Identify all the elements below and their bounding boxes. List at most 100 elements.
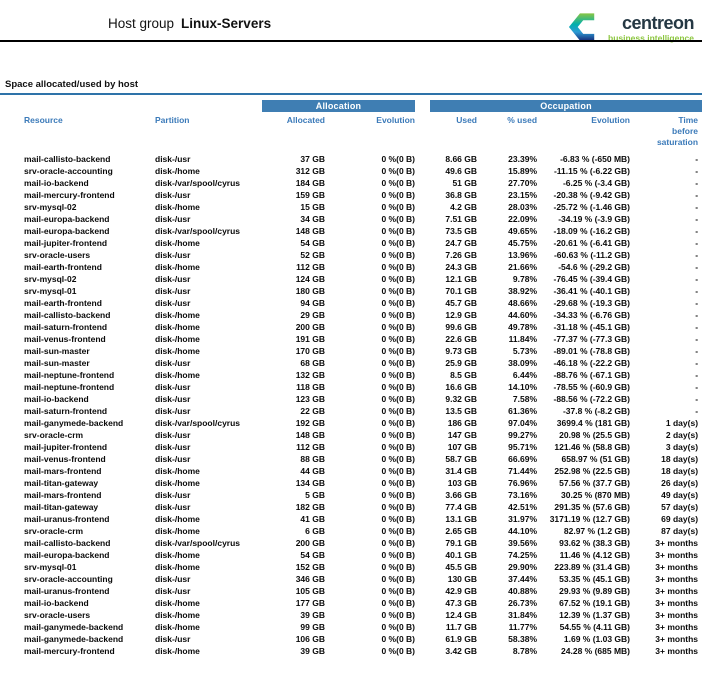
cell-occupation-evolution: -78.55 % (-60.9 GB) — [553, 382, 631, 392]
cell-allocation-evolution: 0 %(0 B) — [381, 334, 416, 344]
cell-used: 3.66 GB — [445, 490, 478, 500]
cell-resource: mail-earth-frontend — [24, 262, 102, 272]
cell-allocated: 184 GB — [295, 178, 325, 188]
cell-time-before-saturation: 3+ months — [655, 562, 699, 572]
table-row: srv-oracle-crm disk-/home 6 GB 0 %(0 B) … — [0, 525, 702, 537]
cell-used: 40.1 GB — [445, 550, 478, 560]
cell-pct-used: 76.96% — [508, 478, 538, 488]
cell-occupation-evolution: 223.89 % (31.4 GB) — [554, 562, 631, 572]
cell-allocation-evolution: 0 %(0 B) — [381, 526, 416, 536]
cell-resource: mail-europa-backend — [24, 226, 110, 236]
cell-occupation-evolution: 3699.4 % (181 GB) — [556, 418, 631, 428]
cell-used: 61.9 GB — [445, 634, 478, 644]
cell-resource: srv-mysql-02 — [24, 202, 77, 212]
cell-occupation-evolution: 29.93 % (9.89 GB) — [559, 586, 631, 596]
cell-pct-used: 7.58% — [512, 394, 538, 404]
cell-allocated: 39 GB — [300, 646, 325, 656]
cell-partition: disk-/home — [155, 202, 200, 212]
cell-allocated: 105 GB — [295, 586, 325, 596]
table-row: mail-sun-master disk-/home 170 GB 0 %(0 … — [0, 345, 702, 357]
cell-time-before-saturation: 18 day(s) — [661, 454, 699, 464]
cell-occupation-evolution: -20.61 % (-6.41 GB) — [553, 238, 631, 248]
cell-resource: mail-ganymede-backend — [24, 634, 124, 644]
cell-allocation-evolution: 0 %(0 B) — [381, 346, 416, 356]
cell-partition: disk-/usr — [155, 502, 191, 512]
cell-pct-used: 26.73% — [508, 598, 538, 608]
cell-allocated: 54 GB — [300, 550, 325, 560]
table-row: mail-ganymede-backend disk-/var/spool/cy… — [0, 417, 702, 429]
cell-allocation-evolution: 0 %(0 B) — [381, 610, 416, 620]
cell-partition: disk-/home — [155, 622, 200, 632]
cell-partition: disk-/var/spool/cyrus — [155, 418, 241, 428]
col-header-allocation-evolution: Evolution — [376, 115, 416, 125]
cell-occupation-evolution: -46.18 % (-22.2 GB) — [553, 358, 631, 368]
cell-used: 12.9 GB — [445, 310, 478, 320]
cell-used: 25.9 GB — [445, 358, 478, 368]
cell-partition: disk-/usr — [155, 430, 191, 440]
cell-occupation-evolution: -76.45 % (-39.4 GB) — [553, 274, 631, 284]
cell-time-before-saturation: - — [695, 346, 699, 356]
cell-resource: srv-oracle-accounting — [24, 166, 113, 176]
cell-resource: srv-oracle-users — [24, 250, 91, 260]
cell-pct-used: 9.78% — [512, 274, 538, 284]
cell-time-before-saturation: - — [695, 202, 699, 212]
cell-resource: mail-jupiter-frontend — [24, 238, 108, 248]
cell-allocation-evolution: 0 %(0 B) — [381, 262, 416, 272]
cell-resource: mail-neptune-frontend — [24, 370, 115, 380]
cell-allocation-evolution: 0 %(0 B) — [381, 274, 416, 284]
cell-pct-used: 31.84% — [508, 610, 538, 620]
cell-occupation-evolution: -34.33 % (-6.76 GB) — [553, 310, 631, 320]
centreon-logo: centreon business intelligence — [567, 11, 695, 46]
cell-resource: mail-jupiter-frontend — [24, 442, 108, 452]
cell-time-before-saturation: - — [695, 190, 699, 200]
cell-used: 79.1 GB — [445, 538, 478, 548]
cell-time-before-saturation: - — [695, 382, 699, 392]
cell-resource: mail-earth-frontend — [24, 298, 102, 308]
table-row: mail-mars-frontend disk-/home 44 GB 0 %(… — [0, 465, 702, 477]
cell-occupation-evolution: 53.35 % (45.1 GB) — [559, 574, 631, 584]
cell-time-before-saturation: 3+ months — [655, 610, 699, 620]
table-row: srv-oracle-users disk-/usr 52 GB 0 %(0 B… — [0, 249, 702, 261]
cell-time-before-saturation: 3+ months — [655, 634, 699, 644]
allocation-group-header: Allocation — [262, 100, 416, 112]
centreon-c-icon — [568, 13, 595, 41]
cell-occupation-evolution: 67.52 % (19.1 GB) — [559, 598, 631, 608]
cell-partition: disk-/var/spool/cyrus — [155, 538, 241, 548]
cell-used: 49.6 GB — [445, 166, 478, 176]
cell-resource: srv-mysql-01 — [24, 562, 77, 572]
cell-allocation-evolution: 0 %(0 B) — [381, 238, 416, 248]
cell-allocation-evolution: 0 %(0 B) — [381, 562, 416, 572]
cell-used: 9.32 GB — [445, 394, 478, 404]
table-row: mail-ganymede-backend disk-/usr 106 GB 0… — [0, 633, 702, 645]
cell-allocation-evolution: 0 %(0 B) — [381, 154, 416, 164]
cell-allocated: 52 GB — [300, 250, 325, 260]
cell-used: 16.6 GB — [445, 382, 478, 392]
cell-partition: disk-/usr — [155, 274, 191, 284]
cell-used: 51 GB — [452, 178, 478, 188]
cell-occupation-evolution: 291.35 % (57.6 GB) — [554, 502, 631, 512]
cell-allocated: 152 GB — [295, 562, 325, 572]
cell-partition: disk-/usr — [155, 298, 191, 308]
cell-time-before-saturation: - — [695, 394, 699, 404]
cell-pct-used: 38.92% — [508, 286, 538, 296]
cell-time-before-saturation: 2 day(s) — [665, 430, 699, 440]
cell-occupation-evolution: -29.68 % (-19.3 GB) — [553, 298, 631, 308]
cell-partition: disk-/usr — [155, 442, 191, 452]
cell-pct-used: 40.88% — [508, 586, 538, 596]
table-row: mail-io-backend disk-/home 177 GB 0 %(0 … — [0, 597, 702, 609]
cell-allocation-evolution: 0 %(0 B) — [381, 358, 416, 368]
cell-resource: mail-io-backend — [24, 178, 89, 188]
cell-time-before-saturation: - — [695, 286, 699, 296]
cell-occupation-evolution: 57.56 % (37.7 GB) — [559, 478, 631, 488]
cell-used: 36.8 GB — [445, 190, 478, 200]
cell-resource: mail-uranus-frontend — [24, 514, 110, 524]
cell-allocated: 124 GB — [295, 274, 325, 284]
cell-occupation-evolution: -89.01 % (-78.8 GB) — [553, 346, 631, 356]
cell-pct-used: 44.60% — [508, 310, 538, 320]
cell-resource: srv-oracle-crm — [24, 430, 84, 440]
cell-used: 147 GB — [447, 430, 478, 440]
page-title-hostgroup: Linux-Servers — [181, 16, 272, 31]
cell-time-before-saturation: 3+ months — [655, 598, 699, 608]
table-row: mail-europa-backend disk-/usr 34 GB 0 %(… — [0, 213, 702, 225]
cell-used: 2.65 GB — [445, 526, 478, 536]
